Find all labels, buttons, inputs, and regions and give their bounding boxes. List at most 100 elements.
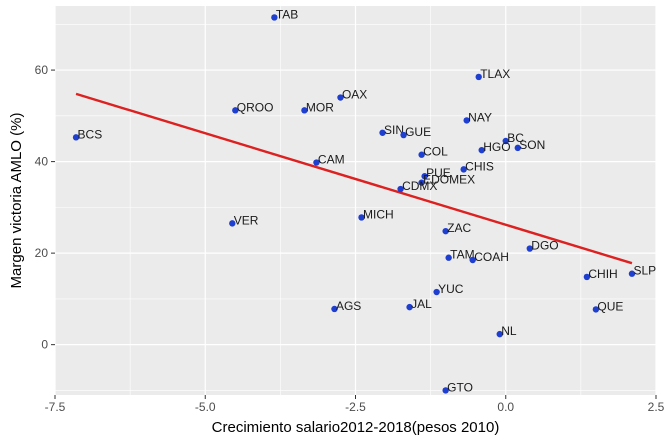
point-marker [628, 270, 636, 277]
y-axis-label: Margen victoria AMLO (%) [8, 113, 25, 289]
data-point-coah: COAH [469, 250, 509, 264]
point-marker [331, 305, 338, 313]
point-marker [397, 185, 404, 193]
data-point-chis: CHIS [460, 159, 494, 173]
data-point-son: SON [514, 138, 545, 152]
point-marker [400, 131, 407, 139]
point-marker [418, 179, 425, 186]
data-point-ags: AGS [331, 299, 361, 313]
point-marker [526, 245, 533, 252]
data-point-cam: CAM [313, 153, 345, 167]
point-marker [475, 73, 482, 81]
point-label: TLAX [480, 67, 510, 81]
data-point-sin: SIN [379, 123, 404, 137]
y-tick-label: 20 [35, 246, 49, 260]
point-label: YUC [438, 282, 464, 296]
point-marker [229, 220, 236, 227]
y-tick-label: 60 [35, 63, 49, 77]
point-label: CHIS [465, 159, 494, 173]
data-point-zac: ZAC [442, 221, 471, 235]
point-marker [337, 94, 344, 101]
point-label: COAH [474, 250, 509, 264]
point-label: MICH [363, 207, 394, 221]
point-label: TAM [450, 248, 474, 262]
point-marker [406, 303, 413, 311]
data-point-mor: MOR [301, 100, 334, 114]
point-marker [313, 159, 320, 166]
data-point-jal: JAL [406, 297, 432, 311]
point-label: CDMX [402, 179, 437, 193]
point-marker [514, 144, 521, 152]
trend-line [75, 92, 633, 265]
point-label: GUE [405, 125, 431, 139]
point-marker [271, 14, 278, 21]
point-label: COL [423, 145, 448, 159]
axes: -7.5 -5.0 -2.5 0.0 2.5 0 20 40 60 [35, 63, 665, 414]
y-tick-label: 40 [35, 155, 49, 169]
point-label: SLP [633, 264, 656, 278]
data-point-nay: NAY [463, 110, 492, 124]
data-point-yuc: YUC [433, 282, 464, 296]
x-tick-label: 0.0 [497, 400, 514, 414]
point-label: GTO [447, 380, 473, 394]
point-marker [433, 288, 440, 296]
data-point-gue: GUE [400, 125, 431, 139]
point-marker [442, 227, 449, 235]
point-label: BC [507, 131, 524, 145]
point-label: CHIH [588, 267, 617, 281]
data-point-qroo: QROO [232, 100, 273, 114]
data-point-dgo: DGO [526, 239, 559, 253]
point-marker [478, 146, 485, 154]
data-point-hgo: HGO [478, 140, 511, 154]
trend-line-layer [75, 92, 633, 265]
point-marker [496, 330, 503, 338]
point-label: AGS [336, 299, 361, 313]
data-point-tab: TAB [271, 7, 298, 21]
point-label: CAM [318, 153, 345, 167]
x-tick-label: 2.5 [648, 400, 665, 414]
data-point-nl: NL [496, 324, 517, 338]
point-label: NL [501, 324, 517, 338]
data-point-cdmx: CDMX [397, 179, 437, 193]
point-label: BCS [78, 127, 103, 141]
grid-lines [54, 6, 657, 395]
point-marker [358, 214, 365, 221]
x-axis-label: Crecimiento salario2012-2018(pesos 2010) [212, 419, 500, 436]
point-marker [301, 107, 308, 114]
point-label: SIN [384, 123, 404, 137]
point-label: MOR [306, 100, 334, 114]
data-point-ver: VER [229, 213, 259, 227]
point-label: SON [519, 138, 545, 152]
point-marker [445, 254, 452, 261]
point-label: TAB [276, 7, 298, 21]
x-tick-label: -2.5 [345, 400, 366, 414]
data-point-que: QUE [592, 299, 623, 313]
point-label: EDOMEX [423, 173, 475, 187]
point-label: JAL [411, 297, 432, 311]
point-marker [460, 166, 467, 173]
data-point-bcs: BCS [72, 127, 103, 141]
data-point-oax: OAX [337, 88, 367, 102]
point-label: PUE [426, 166, 451, 180]
point-label: OAX [342, 88, 367, 102]
point-marker [502, 137, 509, 145]
point-marker [469, 256, 476, 264]
point-marker [592, 306, 600, 313]
point-label: QUE [597, 299, 623, 313]
data-point-pue: PUE [421, 166, 451, 180]
point-label: VER [234, 213, 259, 227]
point-label: DGO [531, 239, 558, 253]
point-marker [418, 151, 425, 158]
data-point-col: COL [418, 145, 448, 159]
data-point-chih: CHIH [583, 267, 618, 281]
data-point-tam: TAM [445, 248, 475, 262]
data-point-mich: MICH [358, 207, 394, 221]
point-marker [583, 273, 591, 281]
point-marker [72, 134, 80, 141]
point-marker [232, 107, 239, 114]
point-label: HGO [483, 140, 510, 154]
point-marker [463, 117, 470, 124]
data-point-slp: SLP [628, 264, 656, 278]
